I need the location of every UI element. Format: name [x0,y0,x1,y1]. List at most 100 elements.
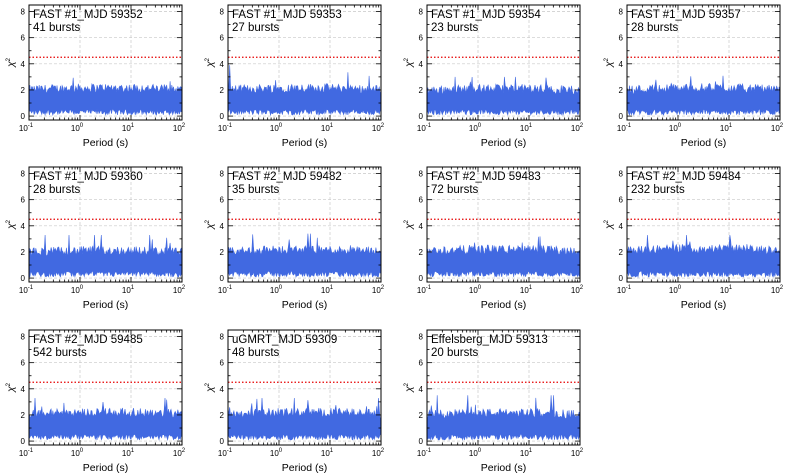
x-tick-base: 10 [122,286,131,295]
x-axis-label: Period (s) [282,462,328,473]
y-tick-label: 4 [21,385,26,394]
x-tick-exponent: 2 [182,285,186,291]
y-axis-label: χ2 [403,57,415,68]
x-tick-label: 100 [469,123,482,133]
x-tick-label: 102 [571,285,584,295]
y-axis-label-base: χ [5,386,17,393]
x-tick-base: 10 [372,286,381,295]
chi2-series [427,395,580,441]
y-tick-label: 4 [220,385,225,394]
panel-burst-count: 41 bursts [33,22,81,34]
panel-title: FAST #1_MJD 59352 [33,9,143,21]
x-tick-label: 10-1 [417,285,432,295]
x-tick-label: 101 [520,448,533,458]
x-tick-base: 10 [571,124,580,133]
panel-burst-count: 28 bursts [33,184,81,196]
x-tick-exponent: -1 [426,123,432,129]
x-tick-exponent: 2 [580,285,584,291]
x-tick-base: 10 [520,286,529,295]
y-tick-label: 0 [21,274,26,283]
x-tick-label: 102 [372,123,385,133]
x-tick-base: 10 [321,124,330,133]
x-tick-base: 10 [218,449,227,458]
x-tick-base: 10 [71,286,80,295]
y-axis-label-base: χ [403,61,415,68]
y-axis-label-exponent: 2 [404,219,410,223]
x-axis-label: Period (s) [83,299,129,311]
x-tick-label: 102 [173,448,186,458]
panel-title: FAST #1_MJD 59353 [232,9,342,21]
panel-title: FAST #2_MJD 59484 [631,171,741,183]
x-tick-exponent: 0 [279,123,283,129]
panel-frame [426,329,581,446]
x-tick-base: 10 [173,449,182,458]
y-tick-label: 8 [21,333,26,342]
panel-frame [426,4,581,121]
panel-burst-count: 35 bursts [232,184,280,196]
y-tick-label: 2 [220,86,225,95]
y-tick-label: 0 [419,112,424,121]
x-tick-exponent: 0 [279,448,283,454]
panel-frame [227,4,382,121]
x-tick-exponent: 1 [529,448,533,454]
x-tick-label: 102 [173,123,186,133]
x-tick-label: 100 [669,285,682,295]
x-tick-exponent: 2 [381,123,385,129]
y-tick-label: 6 [220,196,225,205]
x-tick-base: 10 [270,286,279,295]
x-tick-exponent: 0 [478,285,482,291]
y-tick-label: 2 [21,411,26,420]
y-tick-label: 6 [220,359,225,368]
y-tick-label: 4 [21,222,26,231]
panel-burst-count: 542 bursts [33,347,87,359]
x-tick-base: 10 [669,286,678,295]
x-tick-label: 100 [270,285,283,295]
y-tick-label: 2 [21,86,26,95]
y-tick-label: 4 [220,60,225,69]
x-tick-label: 102 [372,448,385,458]
y-tick-label: 2 [619,248,624,257]
x-tick-label: 101 [520,285,533,295]
y-axis-label-exponent: 2 [205,219,211,223]
x-tick-label: 101 [321,448,334,458]
y-tick-label: 6 [419,34,424,43]
x-tick-exponent: -1 [28,123,34,129]
x-ticks [426,330,581,445]
y-ticks [228,173,381,279]
x-axis-label: Period (s) [681,299,727,311]
x-tick-exponent: 0 [279,285,283,291]
x-tick-label: 101 [321,123,334,133]
x-axis-label: Period (s) [83,462,129,473]
y-axis-label-base: χ [403,223,415,230]
x-tick-exponent: 2 [580,123,584,129]
y-tick-label: 4 [419,385,424,394]
y-ticks [427,11,580,117]
x-tick-base: 10 [720,286,729,295]
y-tick-label: 8 [220,333,225,342]
x-tick-label: 100 [71,285,84,295]
x-tick-exponent: 1 [529,123,533,129]
y-ticks [627,173,780,279]
x-tick-label: 10-1 [417,448,432,458]
x-tick-label: 100 [270,123,283,133]
x-tick-label: 100 [270,448,283,458]
x-tick-exponent: 1 [131,448,135,454]
y-tick-label: 6 [21,196,26,205]
panel-frame [28,166,183,283]
x-tick-label: 100 [469,448,482,458]
chi2-series [427,76,580,117]
x-tick-label: 102 [571,448,584,458]
panel-title: Effelsberg_MJD 59313 [431,334,548,346]
y-tick-label: 6 [21,34,26,43]
y-tick-label: 6 [619,34,624,43]
x-tick-label: 102 [372,285,385,295]
y-tick-label: 0 [220,112,225,121]
y-tick-label: 8 [619,170,624,179]
x-tick-base: 10 [122,124,131,133]
y-tick-label: 6 [21,359,26,368]
